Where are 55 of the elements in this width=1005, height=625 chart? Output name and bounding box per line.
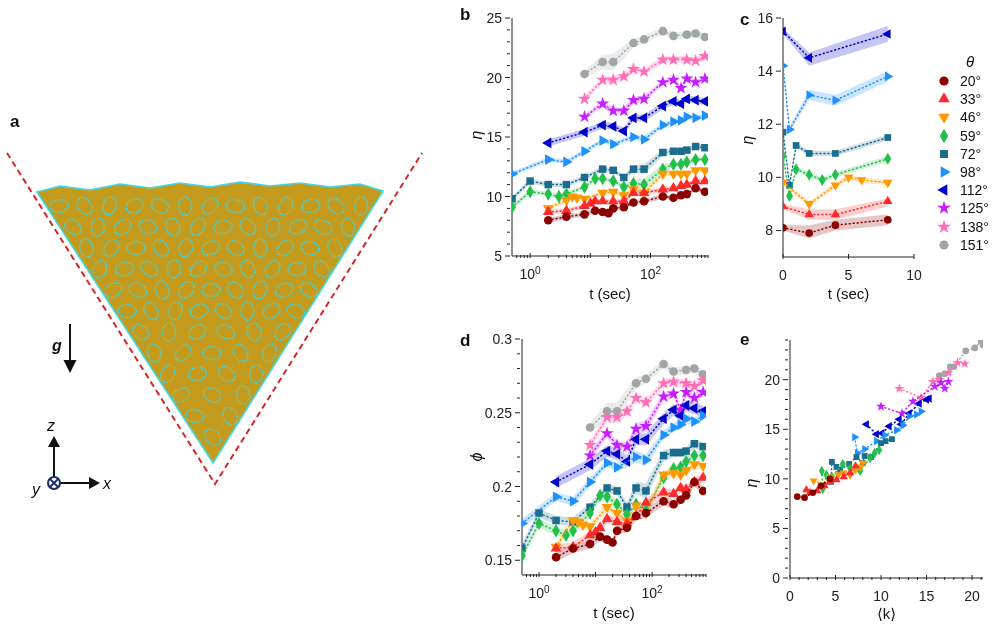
y-tick-label: 20	[486, 69, 503, 86]
legend-title: θ	[966, 52, 975, 72]
y-tick-label: 0.3	[492, 331, 513, 347]
legend-label: 46°	[960, 109, 982, 126]
y-tick-label: 15	[764, 421, 781, 438]
y-tick-label: 8	[765, 222, 774, 239]
x-tick-label: 10$^{2}$	[641, 583, 664, 601]
y-tick-label: 0.15	[484, 552, 513, 569]
x-tick-label: 20	[964, 588, 981, 604]
legend-label: 72°	[960, 145, 982, 162]
y-tick-label: 20	[764, 371, 781, 388]
y-tick-label: 25	[486, 10, 503, 26]
cone-diagram: g z y x	[6, 152, 423, 498]
x-tick-label: 10$^{0}$	[528, 583, 550, 601]
y-tick-label: 5	[494, 248, 503, 264]
y-tick-label: 0	[772, 570, 781, 586]
chart-title: e	[740, 330, 750, 350]
y-axis-title: η	[743, 478, 761, 488]
y-tick-label: 10	[486, 188, 503, 205]
legend-label: 20°	[960, 73, 982, 90]
y-tick-label: 0.25	[484, 404, 513, 421]
x-tick-label: 10$^{0}$	[519, 264, 542, 282]
x-tick-label: 0	[786, 588, 795, 604]
legend-label: 151°	[960, 236, 989, 253]
x-tick-label: 5	[844, 267, 853, 283]
x-tick-label: 5	[831, 588, 840, 604]
x-tick-label: 10	[906, 267, 922, 283]
y-axis-title: ϕ	[468, 452, 486, 462]
y-tick-label: 0.2	[492, 478, 513, 495]
legend-label: 112°	[960, 182, 988, 199]
x-tick-label: 15	[918, 588, 935, 604]
y-axis-title: η	[468, 130, 486, 140]
chart-title: d	[460, 331, 471, 351]
legend-label: 59°	[960, 127, 982, 144]
y-tick-label: 14	[757, 63, 774, 80]
y-tick-label: 5	[772, 520, 781, 537]
legend-label: 125°	[960, 200, 989, 217]
x-axis-title: t (sec)	[827, 285, 870, 303]
legend-label: 98°	[960, 164, 982, 181]
x-tick-label: 10	[873, 588, 890, 604]
y-tick-label: 15	[486, 129, 503, 145]
legend-label: 138°	[960, 218, 989, 235]
x-axis-title: t (sec)	[593, 604, 635, 622]
y-axis-title: η	[739, 135, 757, 145]
x-tick-label: 10$^{2}$	[639, 264, 662, 282]
chart-title: b	[460, 5, 471, 25]
legend-label: 33°	[960, 91, 982, 108]
y-tick-label: 10	[757, 169, 774, 186]
chart-title: c	[740, 10, 750, 30]
x-axis-title: ⟨k⟩	[876, 605, 897, 623]
y-tick-label: 12	[757, 116, 774, 133]
text: a	[10, 112, 20, 132]
y-tick-label: 10	[764, 470, 781, 487]
y-tick-label: 16	[757, 10, 774, 26]
x-axis-title: t (sec)	[589, 285, 631, 303]
